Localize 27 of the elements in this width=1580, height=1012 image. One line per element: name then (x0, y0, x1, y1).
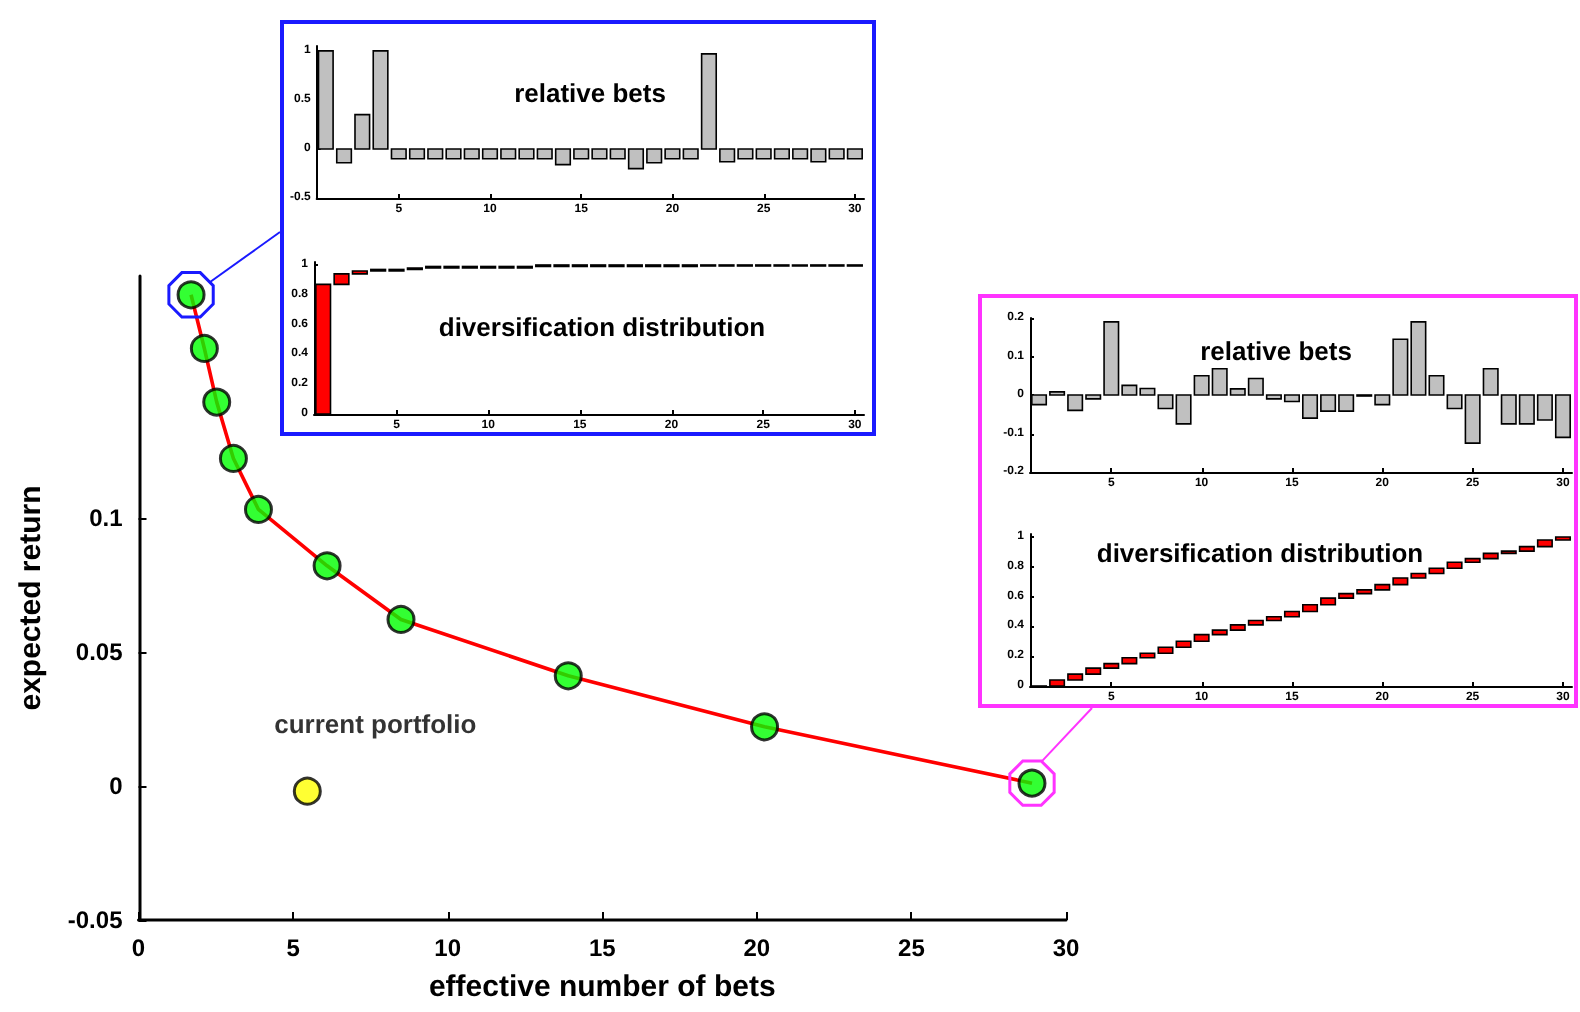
point (312, 551, 342, 581)
x-axis-title: effective number of bets (428, 970, 776, 1004)
y-tick-label: -0.05 (67, 906, 124, 934)
chart-title: diversification distribution (1096, 538, 1424, 568)
y-tick-label: 0.1 (89, 503, 124, 532)
x-tick-label: 0 (131, 934, 146, 962)
x-tick-label: 30 (1052, 934, 1080, 962)
x-tick-label: 20 (743, 934, 771, 962)
text: diversification distribution (438, 312, 766, 342)
point (243, 494, 273, 524)
annotation: current portfolio (274, 709, 477, 740)
point (553, 661, 583, 691)
text: relative bets (1200, 336, 1352, 366)
x-tick-label: 25 (898, 934, 926, 962)
x-tick-label: 5 (286, 934, 301, 962)
point (218, 443, 248, 473)
point (386, 604, 416, 634)
point (750, 712, 780, 742)
y-tick-label: 0 (109, 771, 124, 800)
text: relative bets (514, 78, 666, 108)
point (292, 776, 322, 806)
point (189, 333, 219, 363)
point (202, 387, 232, 417)
x-tick-label: 10 (434, 934, 462, 962)
y-axis-title: expected return (14, 485, 48, 711)
x-tick-label: 15 (588, 934, 617, 962)
y-tick-label: 0.05 (75, 637, 124, 666)
